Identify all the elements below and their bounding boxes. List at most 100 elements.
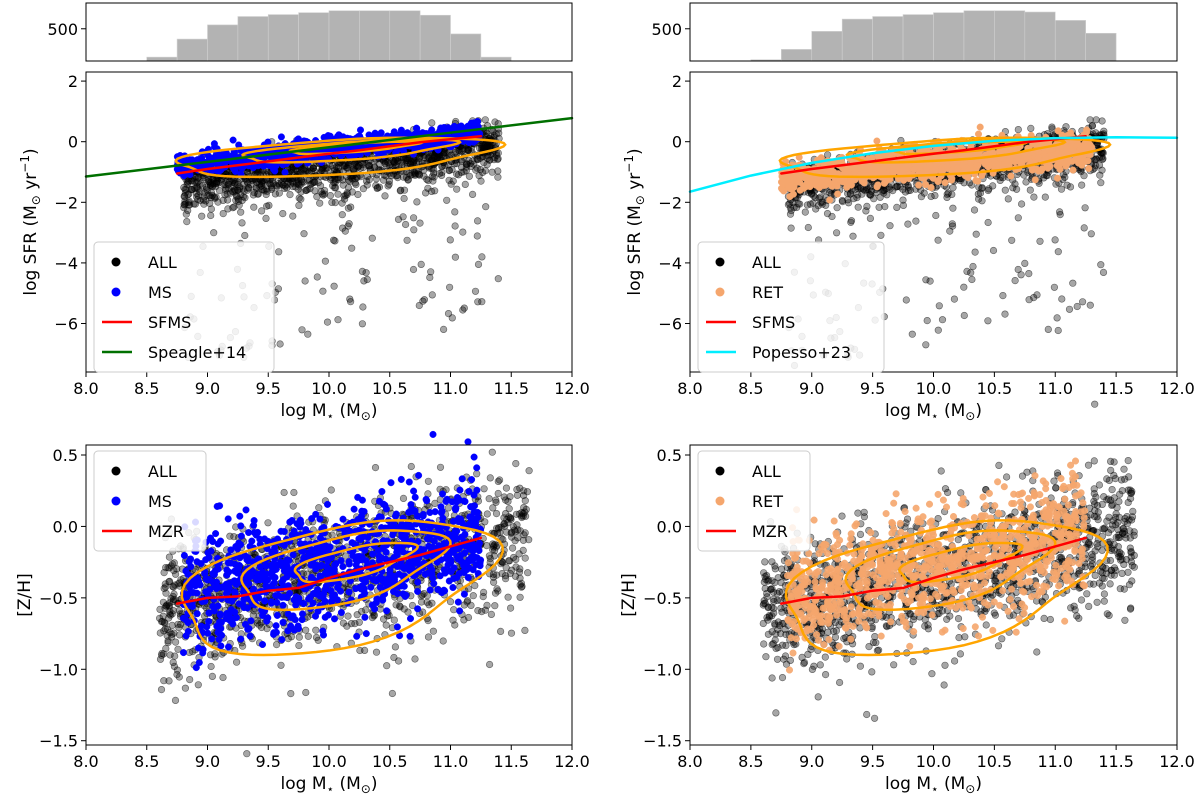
- data-point-all: [210, 229, 218, 237]
- data-point-all: [331, 176, 339, 184]
- data-point-all: [1069, 279, 1077, 287]
- data-point-all: [486, 156, 494, 164]
- data-point-all: [440, 325, 448, 334]
- histogram-bar: [963, 10, 995, 62]
- data-point-all: [974, 195, 983, 203]
- data-point-all: [301, 277, 309, 285]
- data-point-all: [207, 205, 215, 213]
- data-point-ms: [229, 136, 237, 144]
- data-point-all: [1011, 277, 1019, 285]
- data-point-all: [238, 219, 246, 227]
- x-tick-label: 11.5: [493, 379, 529, 398]
- data-point-all: [444, 161, 452, 169]
- y-tick-label: −6: [658, 315, 682, 334]
- data-point-ret: [1085, 164, 1093, 172]
- data-point-all: [198, 212, 206, 220]
- data-point-ret: [1046, 162, 1054, 170]
- legend-label: SFMS: [148, 313, 191, 332]
- data-point-all: [314, 178, 323, 187]
- x-axis-label-main: log M: [885, 401, 931, 421]
- data-point-all: [1052, 180, 1060, 188]
- data-point-all: [823, 210, 832, 218]
- data-point-ms: [271, 167, 279, 175]
- data-point-all: [183, 218, 191, 226]
- data-point-all: [453, 185, 461, 193]
- data-point-all: [1099, 268, 1108, 277]
- data-point-all: [899, 201, 908, 209]
- data-point-all: [383, 162, 391, 170]
- legend-label: ALL: [752, 253, 781, 272]
- data-point-all: [473, 164, 481, 172]
- y-axis-label-unit: yr: [21, 173, 41, 195]
- data-point-all: [1001, 310, 1009, 318]
- data-point-all: [477, 154, 485, 162]
- data-point-ret: [1053, 174, 1061, 182]
- data-point-all: [494, 149, 502, 157]
- data-point-ret: [834, 190, 842, 198]
- data-point-ret: [812, 181, 820, 189]
- data-point-all: [443, 196, 451, 204]
- data-point-all: [397, 186, 405, 194]
- data-point-all: [409, 265, 418, 274]
- data-point-all: [1078, 181, 1086, 189]
- data-point-ret: [796, 186, 804, 194]
- data-point-all: [295, 201, 303, 209]
- data-point-ret: [873, 137, 881, 145]
- data-point-all: [1054, 326, 1062, 335]
- data-point-all: [341, 227, 349, 235]
- x-axis-label-close: ): [975, 401, 982, 421]
- data-point-all: [373, 184, 381, 192]
- data-point-all: [794, 200, 802, 208]
- histogram-bar: [146, 56, 178, 62]
- data-point-all: [949, 184, 957, 192]
- data-point-all: [1026, 186, 1034, 194]
- data-point-all: [207, 211, 215, 220]
- data-point-all: [275, 181, 284, 189]
- x-tick-label: 10.5: [977, 379, 1013, 398]
- data-point-ret: [934, 178, 942, 186]
- data-point-all: [414, 157, 423, 165]
- data-point-ms: [428, 126, 436, 134]
- data-point-ret: [826, 196, 834, 204]
- histogram-bar: [207, 24, 239, 62]
- data-point-ret: [822, 181, 830, 189]
- data-point-all: [943, 193, 951, 201]
- data-point-ret: [851, 167, 859, 175]
- data-point-all: [308, 179, 316, 188]
- data-point-all: [984, 317, 992, 325]
- data-point-all: [474, 298, 482, 306]
- data-point-all: [912, 217, 920, 225]
- data-point-all: [1088, 122, 1096, 130]
- data-point-all: [474, 260, 483, 269]
- data-point-all: [410, 226, 418, 234]
- data-point-all: [275, 189, 283, 197]
- data-point-all: [233, 658, 241, 666]
- data-point-all: [460, 304, 468, 312]
- x-tick-label: 9.5: [860, 379, 885, 398]
- histogram-bar: [994, 10, 1026, 62]
- axes-frame: [85, 2, 573, 62]
- data-point-all: [932, 211, 940, 220]
- data-point-all: [1097, 179, 1105, 187]
- data-point-all: [1012, 185, 1021, 193]
- data-point-all: [784, 201, 793, 209]
- legend-label: MS: [148, 283, 172, 302]
- data-point-all: [286, 191, 294, 199]
- data-point-all: [1014, 214, 1022, 222]
- data-point-ms: [467, 119, 475, 127]
- data-point-all: [344, 204, 353, 212]
- data-point-all: [1004, 195, 1012, 203]
- data-point-all: [253, 178, 261, 186]
- data-point-all: [1092, 155, 1100, 163]
- data-point-all: [330, 282, 338, 290]
- data-point-ret: [806, 183, 814, 191]
- data-point-all: [469, 190, 477, 198]
- data-point-ms: [211, 143, 219, 151]
- data-point-all: [1078, 298, 1087, 306]
- data-point-all: [289, 212, 297, 220]
- data-point-all: [1036, 237, 1044, 245]
- data-point-all: [321, 186, 329, 195]
- top-right-histogram: 500: [651, 2, 1178, 62]
- data-point-all: [387, 172, 396, 180]
- y-axis-label-sup: −1: [622, 155, 636, 173]
